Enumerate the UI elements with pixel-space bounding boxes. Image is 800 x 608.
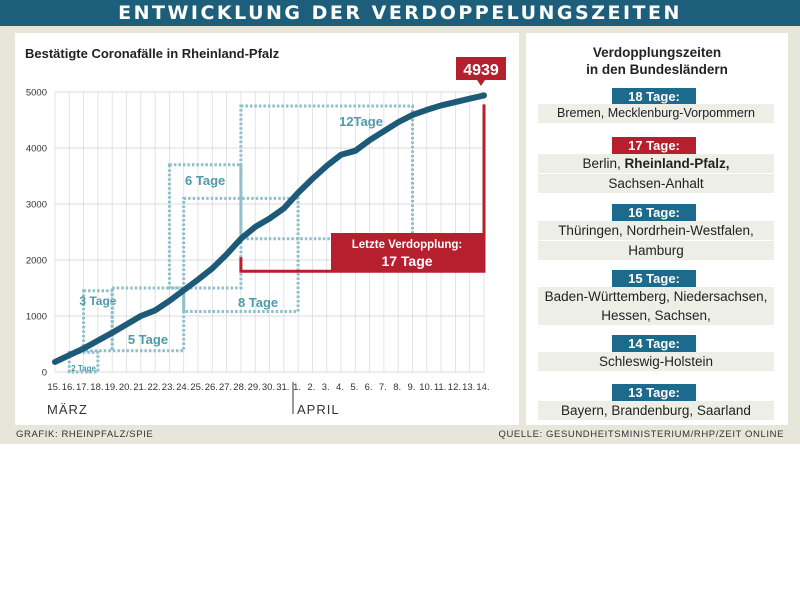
y-tick-label: 4000 [26, 144, 47, 155]
x-tick-label: 8. [393, 382, 401, 393]
group-label-17: 17 Tage: [612, 137, 696, 154]
group-label-18: 18 Tage: [612, 88, 696, 105]
x-tick-label: 13. [462, 382, 475, 393]
group-line-pre: Berlin, [582, 156, 625, 171]
group-label-14: 14 Tage: [612, 335, 696, 352]
x-tick-label: 16. [62, 382, 75, 393]
y-tick-label: 1000 [26, 312, 47, 323]
x-tick-label: 25. [190, 382, 203, 393]
x-tick-label: 29. [248, 382, 261, 393]
x-tick-label: 4. [336, 382, 344, 393]
end-value-pointer [477, 80, 485, 86]
month-label: MÄRZ [47, 402, 88, 417]
chart-panel [15, 33, 519, 425]
last-doubling-box [331, 233, 484, 272]
chart-title: Bestätigte Coronafälle in Rheinland-Pfal… [25, 46, 280, 61]
side-title-line1: Verdopplungszeiten [592, 45, 722, 60]
x-tick-label: 1. [293, 382, 301, 393]
header-bar: ENTWICKLUNG DER VERDOPPELUNGSZEITEN [0, 0, 800, 26]
end-value-box [456, 57, 506, 80]
x-tick-label: 31. [276, 382, 289, 393]
y-tick-label: 3000 [26, 200, 47, 211]
group-line: Thüringen, Nordrhein-Westfalen, [536, 221, 776, 240]
x-tick-label: 18. [90, 382, 103, 393]
group-line: Baden-Württemberg, Niedersachsen, [536, 287, 776, 306]
last-doubling-value: 17 Tage [381, 253, 432, 269]
doubling-box-label: 2 Tage [71, 364, 96, 373]
group-line: Hessen, Sachsen, [536, 306, 776, 325]
end-value-label: 4939 [463, 62, 499, 79]
doubling-box-label: 8 Tage [238, 295, 278, 310]
doubling-box-label: 12Tage [339, 114, 383, 129]
doubling-box-label: 3 Tage [79, 294, 116, 308]
group-line: Schleswig-Holstein [536, 352, 776, 371]
doubling-box [167, 163, 243, 290]
x-tick-label: 23. [162, 382, 175, 393]
x-tick-label: 15. [47, 382, 60, 393]
x-tick-label: 27. [219, 382, 232, 393]
x-tick-label: 14. [476, 382, 489, 393]
x-tick-label: 10. [419, 382, 432, 393]
header-title: ENTWICKLUNG DER VERDOPPELUNGSZEITEN [118, 2, 682, 24]
x-tick-label: 17. [76, 382, 89, 393]
x-tick-label: 26. [205, 382, 218, 393]
last-doubling-label: Letzte Verdopplung: [352, 239, 463, 251]
y-tick-label: 2000 [26, 256, 47, 267]
group-line: Hamburg [536, 241, 776, 260]
x-tick-label: 20. [119, 382, 132, 393]
x-tick-label: 5. [350, 382, 358, 393]
group-label-16: 16 Tage: [612, 204, 696, 221]
x-tick-label: 30. [262, 382, 275, 393]
x-tick-label: 22. [147, 382, 160, 393]
doubling-box-label: 6 Tage [185, 173, 225, 188]
x-tick-label: 19. [105, 382, 118, 393]
x-tick-label: 3. [322, 382, 330, 393]
group-label-13: 13 Tage: [612, 384, 696, 401]
x-tick-label: 2. [307, 382, 315, 393]
group-line-bold: Rheinland-Pfalz, [624, 156, 730, 171]
x-tick-label: 11. [434, 382, 447, 393]
x-tick-label: 24. [176, 382, 189, 393]
x-tick-label: 12. [448, 382, 461, 393]
doubling-box-label: 5 Tage [128, 332, 168, 347]
x-tick-label: 6. [365, 382, 373, 393]
footer-credit: GRAFIK: RHEINPFALZ/SPIE [16, 429, 154, 440]
x-tick-label: 9. [408, 382, 416, 393]
y-tick-label: 0 [42, 368, 47, 379]
group-line: Bremen, Mecklenburg-Vorpommern [536, 104, 776, 123]
group-line: Sachsen-Anhalt [536, 174, 776, 193]
doubling-box [182, 196, 300, 314]
x-tick-label: 7. [379, 382, 387, 393]
doubling-box [239, 104, 414, 241]
group-line: Bayern, Brandenburg, Saarland [536, 401, 776, 420]
x-tick-label: 21. [133, 382, 146, 393]
side-title: Verdopplungszeiten in den Bundesländern [526, 44, 788, 78]
side-title-line2: in den Bundesländern [586, 62, 728, 77]
x-tick-label: 28. [233, 382, 246, 393]
footer-source: QUELLE: GESUNDHEITSMINISTERIUM/RHP/ZEIT … [498, 429, 784, 440]
group-line: Berlin, Rheinland-Pfalz, [536, 154, 776, 173]
y-tick-label: 5000 [26, 88, 47, 99]
month-label: APRIL [297, 402, 340, 417]
group-label-15: 15 Tage: [612, 270, 696, 287]
doubling-box [67, 350, 100, 374]
